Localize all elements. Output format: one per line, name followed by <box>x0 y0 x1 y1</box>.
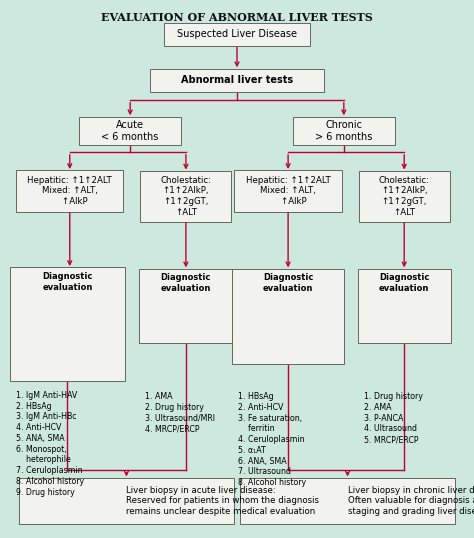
Text: Diagnostic
evaluation: Diagnostic evaluation <box>161 273 211 293</box>
Text: Suspected Liver Disease: Suspected Liver Disease <box>177 30 297 39</box>
Text: Diagnostic
evaluation: Diagnostic evaluation <box>42 272 92 292</box>
Text: Liver biopsy in acute liver disease:
Reserved for patients in whom the diagnosis: Liver biopsy in acute liver disease: Res… <box>127 486 319 516</box>
FancyBboxPatch shape <box>140 171 231 222</box>
Text: Hepatitic: ↑1↑2ALT
Mixed: ↑ALT,
    ↑AlkP: Hepatitic: ↑1↑2ALT Mixed: ↑ALT, ↑AlkP <box>246 176 330 206</box>
Text: Hepatitic: ↑1↑2ALT
Mixed: ↑ALT,
    ↑AlkP: Hepatitic: ↑1↑2ALT Mixed: ↑ALT, ↑AlkP <box>27 176 112 206</box>
Text: Acute
< 6 months: Acute < 6 months <box>101 120 159 142</box>
Text: Liver biopsy in chronic liver disease:
Often valuable for diagnosis as well as
s: Liver biopsy in chronic liver disease: O… <box>347 486 474 516</box>
Text: EVALUATION OF ABNORMAL LIVER TESTS: EVALUATION OF ABNORMAL LIVER TESTS <box>101 12 373 23</box>
FancyBboxPatch shape <box>79 117 182 145</box>
FancyBboxPatch shape <box>139 269 233 343</box>
Text: 1. AMA
2. Drug history
3. Ultrasound/MRI
4. MRCP/ERCP: 1. AMA 2. Drug history 3. Ultrasound/MRI… <box>145 392 215 434</box>
FancyBboxPatch shape <box>235 171 342 211</box>
FancyBboxPatch shape <box>359 171 450 222</box>
Text: Cholestatic:
↑1↑2AlkP,
↑1↑2gGT,
↑ALT: Cholestatic: ↑1↑2AlkP, ↑1↑2gGT, ↑ALT <box>379 175 430 217</box>
FancyBboxPatch shape <box>164 23 310 46</box>
Text: Abnormal liver tests: Abnormal liver tests <box>181 75 293 85</box>
FancyBboxPatch shape <box>232 269 344 364</box>
FancyBboxPatch shape <box>292 117 395 145</box>
FancyBboxPatch shape <box>10 267 125 381</box>
Text: Chronic
> 6 months: Chronic > 6 months <box>315 120 373 142</box>
Text: 1. Drug history
2. AMA
3. P-ANCA
4. Ultrasound
5. MRCP/ERCP: 1. Drug history 2. AMA 3. P-ANCA 4. Ultr… <box>364 392 422 444</box>
Text: Diagnostic
evaluation: Diagnostic evaluation <box>379 273 429 293</box>
Text: 1. HBsAg
2. Anti-HCV
3. Fe saturation,
    ferritin
4. Ceruloplasmin
5. α₁AT
6. : 1. HBsAg 2. Anti-HCV 3. Fe saturation, f… <box>238 392 306 487</box>
FancyBboxPatch shape <box>18 478 234 524</box>
FancyBboxPatch shape <box>240 478 456 524</box>
Text: Diagnostic
evaluation: Diagnostic evaluation <box>263 273 313 293</box>
Text: Cholestatic:
↑1↑2AlkP,
↑1↑2gGT,
↑ALT: Cholestatic: ↑1↑2AlkP, ↑1↑2gGT, ↑ALT <box>160 175 211 217</box>
Text: 1. IgM Anti-HAV
2. HBsAg
3. IgM Anti-HBc
4. Anti-HCV
5. ANA, SMA
6. Monospot,
  : 1. IgM Anti-HAV 2. HBsAg 3. IgM Anti-HBc… <box>17 391 84 497</box>
FancyBboxPatch shape <box>16 171 123 211</box>
FancyBboxPatch shape <box>150 69 324 92</box>
FancyBboxPatch shape <box>357 269 451 343</box>
